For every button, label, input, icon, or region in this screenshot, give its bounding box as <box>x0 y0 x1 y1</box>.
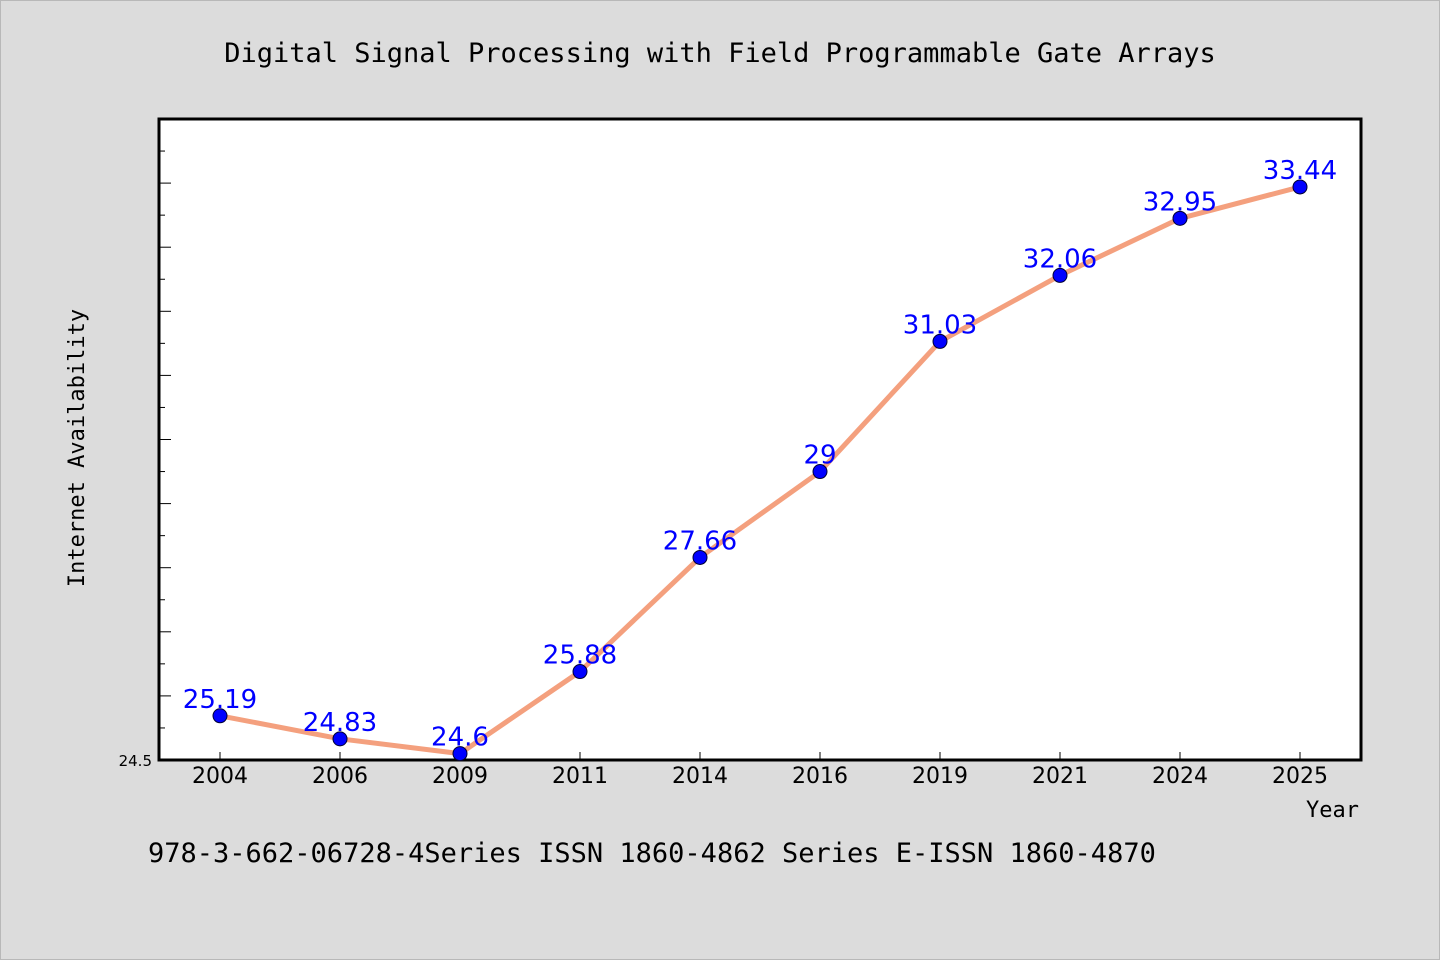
data-label: 24.83 <box>303 708 377 738</box>
data-point <box>692 549 708 565</box>
data-label: 25.19 <box>183 685 257 715</box>
data-point <box>452 746 468 762</box>
data-point <box>1052 267 1068 283</box>
data-point <box>212 708 228 724</box>
x-tick-label: 2019 <box>912 764 968 789</box>
x-axis-ticks: 2004 2006 2009 2011 2014 2016 2019 2021 2024 2025 <box>192 752 1328 789</box>
x-tick-label: 2021 <box>1032 764 1088 789</box>
data-point <box>332 731 348 747</box>
x-tick-label: 2016 <box>792 764 848 789</box>
x-tick-label: 2024 <box>1152 764 1208 789</box>
x-tick-label: 2011 <box>552 764 608 789</box>
data-point <box>1292 179 1308 195</box>
data-label: 32.06 <box>1023 244 1097 274</box>
data-label: 31.03 <box>903 310 977 340</box>
data-label: 29 <box>803 441 836 471</box>
data-point <box>812 464 828 480</box>
data-label: 25.88 <box>543 641 617 671</box>
series-line <box>217 184 1303 757</box>
data-point <box>932 333 948 349</box>
y-tick-label: 24.5 <box>119 752 152 770</box>
x-tick-label: 2025 <box>1272 764 1328 789</box>
x-tick-label: 2004 <box>192 764 248 789</box>
data-point <box>1172 210 1188 226</box>
data-label: 27.66 <box>663 526 737 556</box>
data-label: 32.95 <box>1143 187 1217 217</box>
data-label: 24.6 <box>431 723 489 753</box>
data-point <box>572 664 588 680</box>
chart-title: Digital Signal Processing with Field Pro… <box>224 38 1216 69</box>
x-axis-label: Year <box>1306 798 1359 823</box>
x-tick-label: 2009 <box>432 764 488 789</box>
y-axis-label: Internet Availability <box>65 309 90 587</box>
x-tick-label: 2006 <box>312 764 368 789</box>
y-axis-ticks <box>159 118 171 761</box>
footer-text: 978-3-662-06728-4Series ISSN 1860-4862 S… <box>148 838 1156 869</box>
data-label: 33.44 <box>1263 156 1337 186</box>
data-labels: 25.19 24.83 24.6 25.88 27.66 29 31.03 32.06 32.9… <box>183 156 1337 753</box>
x-tick-label: 2014 <box>672 764 728 789</box>
series-markers <box>212 179 1308 762</box>
